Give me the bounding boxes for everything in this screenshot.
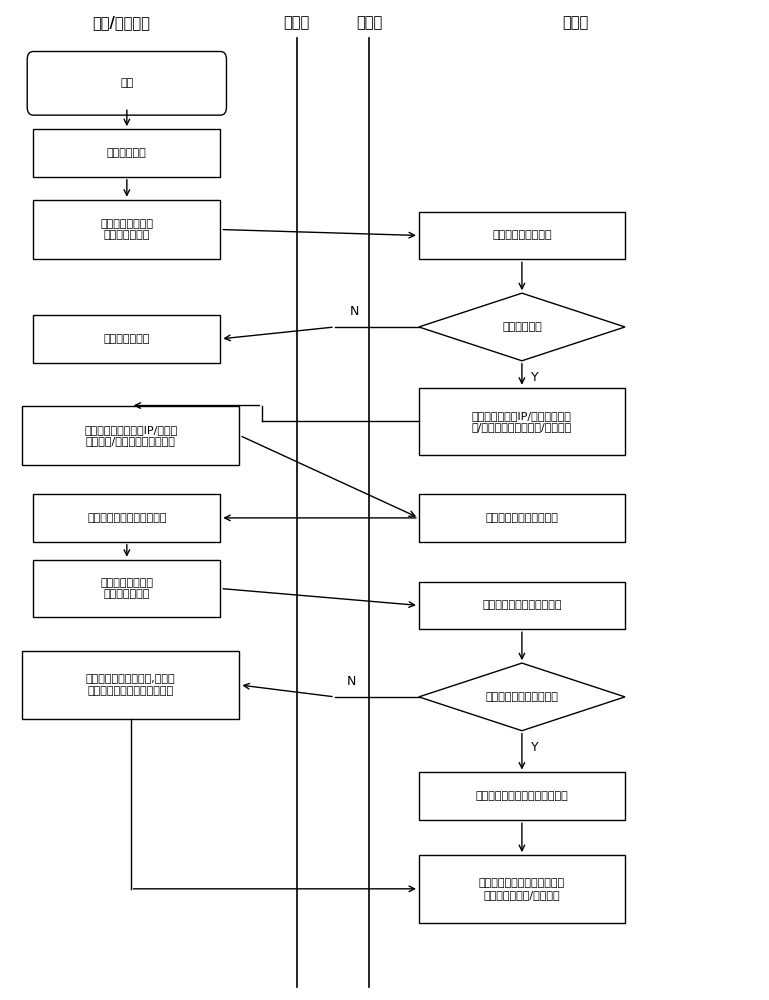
Text: Y: Y (531, 741, 539, 754)
Bar (33, 315, 221, 363)
Text: Y: Y (531, 371, 539, 384)
Text: 将对象的档案信息发送给测试仳: 将对象的档案信息发送给测试仳 (475, 791, 568, 801)
Text: 防火墙: 防火墙 (356, 16, 382, 31)
Bar (419, 582, 625, 629)
Text: 开始: 开始 (120, 78, 134, 88)
Text: 处理登录请求并建立连接: 处理登录请求并建立连接 (485, 513, 558, 523)
Text: 接收信息并建立对象的档案而
后再发送给手机/平板电脑: 接收信息并建立对象的档案而 后再发送给手机/平板电脑 (479, 878, 565, 900)
Bar (419, 772, 625, 820)
Bar (33, 200, 221, 259)
Text: N: N (350, 305, 360, 318)
Bar (33, 494, 221, 542)
Text: 是否通过验证: 是否通过验证 (502, 322, 542, 332)
Bar (22, 651, 239, 719)
Text: 服务器: 服务器 (562, 16, 588, 31)
Bar (419, 855, 625, 923)
Bar (33, 560, 221, 617)
FancyBboxPatch shape (27, 52, 226, 115)
Text: 防火墙: 防火墙 (284, 16, 310, 31)
Text: 显示未通过验证: 显示未通过验证 (104, 334, 150, 344)
Text: 显示登录页面: 显示登录页面 (107, 148, 147, 158)
Text: 输入用户认证信息
并发送到服务器: 输入用户认证信息 并发送到服务器 (100, 219, 153, 240)
Text: 是否存在对象的健康档案: 是否存在对象的健康档案 (485, 692, 558, 702)
Text: N: N (346, 675, 356, 688)
Text: 接收用户输入并验证: 接收用户输入并验证 (492, 230, 551, 240)
Bar (33, 129, 221, 177)
Text: 显示对象没有健康档案,输入对
象的档案信息并发送给服务器: 显示对象没有健康档案,输入对 象的档案信息并发送给服务器 (86, 674, 175, 696)
Bar (22, 406, 239, 465)
Polygon shape (419, 663, 625, 731)
Text: 使用获得的虚拟机的IP/系统登
录用户名/密码等发起登录请求: 使用获得的虚拟机的IP/系统登 录用户名/密码等发起登录请求 (84, 425, 178, 446)
Bar (419, 388, 625, 455)
Text: 读取对象身份信息
并发送给服务器: 读取对象身份信息 并发送给服务器 (100, 578, 153, 599)
Bar (419, 494, 625, 542)
Polygon shape (419, 293, 625, 361)
Text: 显示连接成功并可使用手机: 显示连接成功并可使用手机 (87, 513, 167, 523)
Text: 启用虚拟机并将IP/系统登录用户
名/密码等并发送给手机/平板电脑: 启用虚拟机并将IP/系统登录用户 名/密码等并发送给手机/平板电脑 (472, 411, 572, 432)
Text: 接收测试仳所送的身份信息: 接收测试仳所送的身份信息 (482, 600, 561, 610)
Text: 手机/平板电脑: 手机/平板电脑 (92, 16, 150, 31)
Bar (419, 212, 625, 259)
